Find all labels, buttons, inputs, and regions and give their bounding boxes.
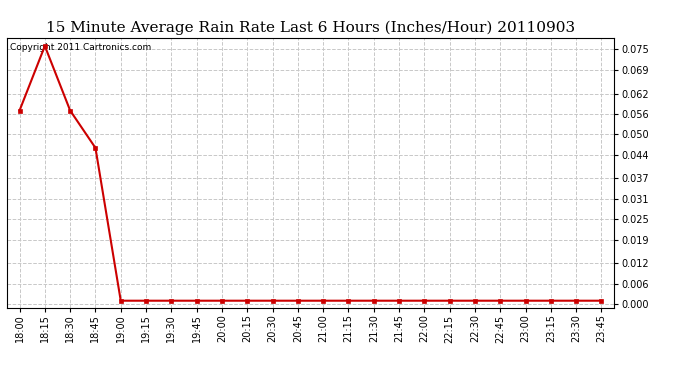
Text: Copyright 2011 Cartronics.com: Copyright 2011 Cartronics.com: [10, 43, 151, 52]
Title: 15 Minute Average Rain Rate Last 6 Hours (Inches/Hour) 20110903: 15 Minute Average Rain Rate Last 6 Hours…: [46, 21, 575, 35]
